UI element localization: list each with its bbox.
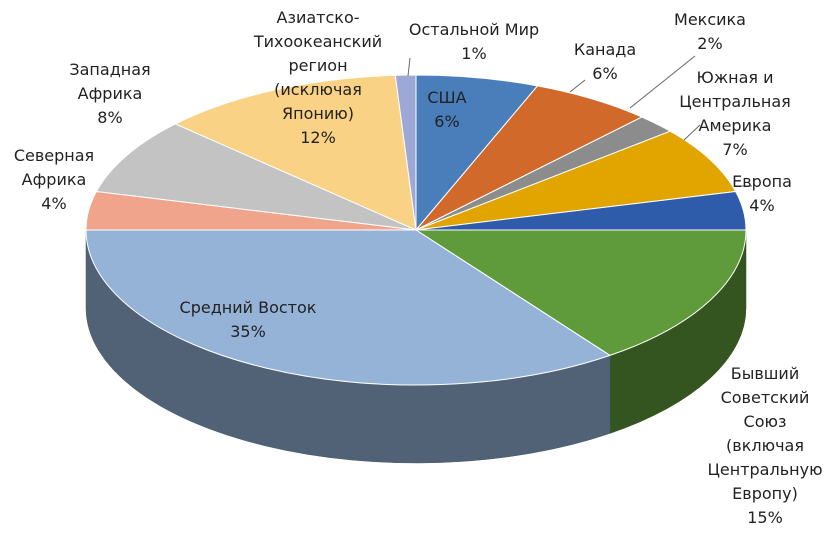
- slice: [95, 123, 417, 231]
- value-label: 8%: [97, 108, 123, 127]
- slice: [415, 74, 539, 232]
- value-label: 4%: [41, 194, 67, 213]
- slice: [414, 229, 747, 356]
- value-label: 6%: [592, 64, 618, 83]
- leader-line: [407, 57, 411, 77]
- value-label: 7%: [722, 140, 748, 159]
- category-name: Европа: [732, 172, 792, 191]
- data-label: Западная Африка 8%: [69, 58, 150, 130]
- slice: [394, 74, 417, 231]
- slice: [415, 130, 737, 231]
- value-label: 1%: [461, 44, 487, 63]
- data-label: Южная и Центральная Америка 7%: [679, 66, 791, 162]
- data-label: США 6%: [427, 86, 466, 134]
- leader-line: [683, 124, 701, 141]
- value-label: 35%: [230, 322, 266, 341]
- leader-line: [629, 55, 696, 109]
- category-name: Мексика: [674, 10, 746, 29]
- slice: [85, 229, 612, 386]
- category-name: Южная и Центральная Америка: [679, 68, 791, 135]
- data-label: Азиатско- Тихоокеанский регион (исключая…: [254, 6, 382, 150]
- data-label: Канада 6%: [574, 38, 636, 86]
- data-label: Северная Африка 4%: [14, 144, 94, 216]
- value-label: 4%: [749, 196, 775, 215]
- category-name: Остальной Мир: [408, 20, 540, 39]
- value-label: 2%: [697, 34, 723, 53]
- slice: [174, 74, 417, 231]
- value-label: 15%: [747, 508, 783, 527]
- data-label: Европа 4%: [732, 170, 792, 218]
- category-name: Азиатско- Тихоокеанский регион (исключая…: [253, 8, 383, 123]
- slice: [415, 85, 644, 231]
- data-label: Средний Восток 35%: [180, 296, 317, 344]
- category-name: Канада: [573, 40, 637, 59]
- category-name: Северная Африка: [13, 146, 95, 189]
- category-name: Средний Восток: [179, 298, 317, 317]
- leader-line: [569, 79, 586, 93]
- data-label: Мексика 2%: [674, 8, 746, 56]
- category-name: Западная Африка: [69, 60, 151, 103]
- data-label: Остальной Мир 1%: [409, 18, 539, 66]
- category-name: США: [427, 88, 467, 107]
- data-label: Бывший Советский Союз (включая Центральн…: [707, 362, 822, 530]
- value-label: 12%: [300, 128, 336, 147]
- value-label: 6%: [434, 112, 460, 131]
- category-name: Бывший Советский Союз (включая Центральн…: [707, 364, 823, 503]
